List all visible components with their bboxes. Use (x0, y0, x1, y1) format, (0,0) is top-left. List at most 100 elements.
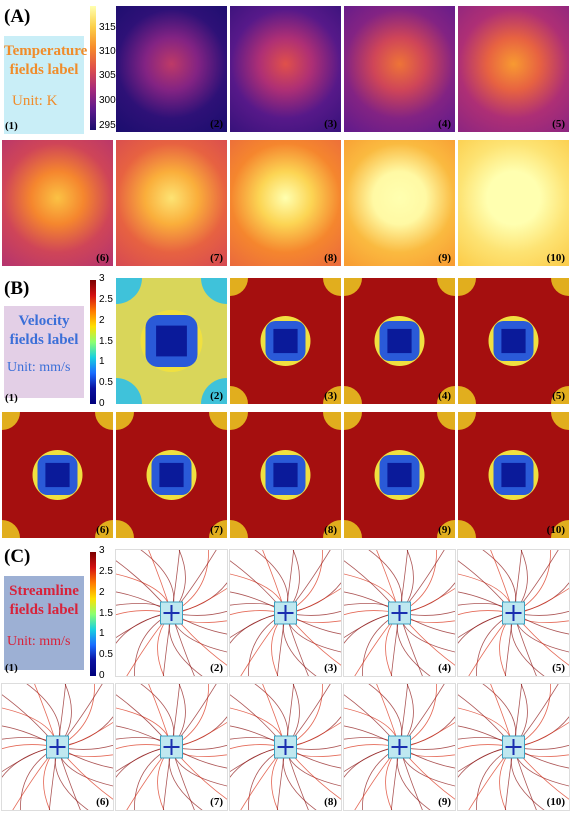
panel-index-label: (8) (324, 796, 337, 808)
panel-index-label: (9) (438, 252, 451, 264)
panel-index-label: (5) (552, 662, 565, 674)
unit-label: Unit: mm/s (7, 634, 71, 649)
colorbar-tick: 1.5 (99, 336, 113, 347)
index-label: (1) (5, 120, 18, 132)
temperature-panel: (2) (116, 6, 227, 132)
panel-index-label: (4) (438, 390, 451, 402)
streamline-graphic (344, 550, 455, 676)
unit-label: Unit: mm/s (7, 360, 71, 375)
velocity-panel: (10) (458, 412, 569, 538)
temperature-panel: (3) (230, 6, 341, 132)
panel-index-label: (5) (552, 118, 565, 130)
index-label: (1) (5, 392, 18, 404)
panel-index-label: (9) (438, 524, 451, 536)
panel-index-label: (8) (324, 252, 337, 264)
velocity-field-graphic (2, 412, 113, 538)
label-line-1: Velocity (18, 313, 70, 329)
colorbar-tick: 0 (99, 670, 105, 681)
streamline-panel: (9) (343, 683, 456, 811)
panel-index-label: (7) (210, 796, 223, 808)
panel-index-label: (6) (96, 796, 109, 808)
colorbar-tick: 305 (99, 70, 116, 81)
temperature-panel: (7) (116, 140, 227, 266)
panel-index-label: (4) (438, 662, 451, 674)
streamline-graphic (2, 684, 113, 810)
panel-index-label: (10) (546, 524, 565, 536)
velocity-field-graphic (230, 278, 341, 404)
panel-index-label: (3) (324, 662, 337, 674)
panel-index-label: (9) (438, 796, 451, 808)
velocity-panel: (7) (116, 412, 227, 538)
colorbar-tick: 1.5 (99, 608, 113, 619)
colorbar-tick: 0 (99, 398, 105, 409)
streamline-panel: (5) (457, 549, 570, 677)
label-box: Temperature fields label Unit: K (4, 36, 88, 134)
colorbar-tick: 2 (99, 587, 105, 598)
streamline-panel: (6) (1, 683, 114, 811)
colorbar (90, 280, 96, 404)
colorbar-tick: 2.5 (99, 566, 113, 577)
panel-index-label: (2) (210, 662, 223, 674)
index-label: (1) (5, 662, 18, 674)
colorbar (90, 552, 96, 676)
streamline-panel: (4) (343, 549, 456, 677)
label-line-1: Temperature (4, 43, 88, 59)
label-box: Streamline fields label Unit: mm/s (4, 576, 84, 670)
panel-index-label: (3) (324, 390, 337, 402)
panel-index-label: (4) (438, 118, 451, 130)
streamline-panel: (10) (457, 683, 570, 811)
temperature-panel: (4) (344, 6, 455, 132)
velocity-panel: (4) (344, 278, 455, 404)
velocity-panel: (3) (230, 278, 341, 404)
panel-index-label: (10) (546, 796, 565, 808)
colorbar-tick: 315 (99, 22, 116, 33)
colorbar-tick: 310 (99, 46, 116, 57)
panel-index-label: (5) (552, 390, 565, 402)
velocity-field-graphic (458, 412, 569, 538)
label-line-1: Streamline (9, 583, 79, 599)
colorbar-tick: 1 (99, 356, 105, 367)
label-line-2: fields label (9, 62, 79, 78)
streamline-panel: (3) (229, 549, 342, 677)
colorbar (90, 6, 96, 130)
colorbar-tick: 3 (99, 545, 105, 556)
velocity-panel: (5) (458, 278, 569, 404)
streamline-graphic (116, 684, 227, 810)
colorbar-tick: 3 (99, 273, 105, 284)
streamline-graphic (458, 684, 569, 810)
velocity-panel: (9) (344, 412, 455, 538)
temperature-panel: (5) (458, 6, 569, 132)
streamline-graphic (116, 550, 227, 676)
temperature-panel: (8) (230, 140, 341, 266)
streamline-graphic (344, 684, 455, 810)
temperature-panel: (9) (344, 140, 455, 266)
streamline-graphic (230, 684, 341, 810)
streamline-panel: (8) (229, 683, 342, 811)
colorbar-tick: 300 (99, 95, 116, 106)
panel-index-label: (3) (324, 118, 337, 130)
panel-index-label: (2) (210, 118, 223, 130)
temperature-panel: (10) (458, 140, 569, 266)
section-letter: (C) (4, 546, 31, 567)
colorbar-tick: 295 (99, 120, 116, 131)
colorbar-tick: 0.5 (99, 377, 113, 388)
panel-index-label: (10) (546, 252, 565, 264)
colorbar-tick: 1 (99, 628, 105, 639)
colorbar-tick: 2 (99, 315, 105, 326)
panel-index-label: (7) (210, 252, 223, 264)
label-box: Velocity fields label Unit: mm/s (4, 306, 84, 398)
label-line-2: fields label (9, 332, 79, 348)
streamline-graphic (230, 550, 341, 676)
section-letter: (B) (4, 278, 30, 299)
velocity-panel: (2) (116, 278, 227, 404)
label-line-2: fields label (9, 602, 79, 618)
panel-index-label: (6) (96, 252, 109, 264)
velocity-panel: (6) (2, 412, 113, 538)
streamline-panel: (2) (115, 549, 228, 677)
unit-label: Unit: K (12, 93, 58, 109)
section-letter: (A) (4, 6, 31, 27)
velocity-field-graphic (344, 278, 455, 404)
streamline-graphic (458, 550, 569, 676)
streamline-panel: (7) (115, 683, 228, 811)
temperature-panel: (6) (2, 140, 113, 266)
